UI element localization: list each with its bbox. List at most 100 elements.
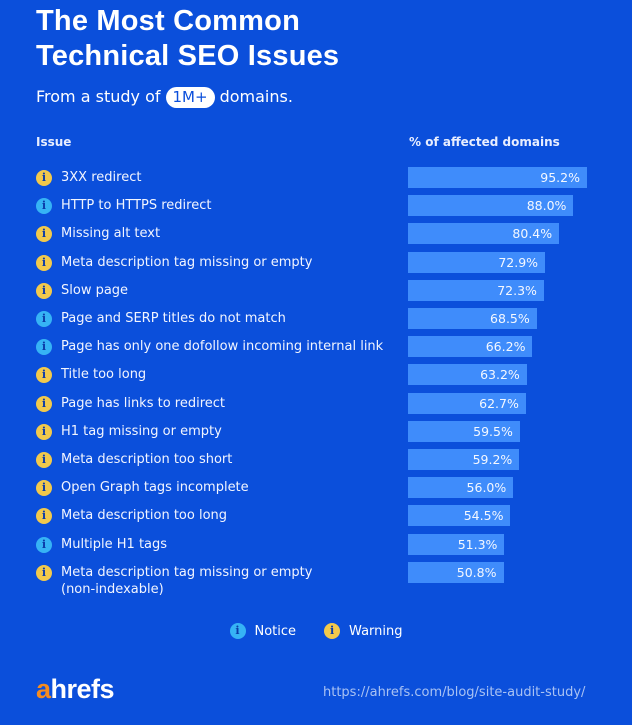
legend-label: Notice xyxy=(254,623,297,639)
info-icon-notice: i xyxy=(36,198,52,215)
bar-value-label: 62.7% xyxy=(479,395,519,411)
issue-label: Page and SERP titles do not match xyxy=(61,310,286,327)
table-row: i Page has links to redirect 62.7% xyxy=(36,392,616,415)
bar: 62.7% xyxy=(408,392,526,414)
bar-value-label: 59.5% xyxy=(473,423,513,439)
issue-label: Page has links to redirect xyxy=(61,395,225,412)
bar: 59.5% xyxy=(408,420,520,442)
table-row: i Meta description tag missing or empty (n… xyxy=(36,561,616,597)
table-row: i Meta description too long 54.5% xyxy=(36,505,616,527)
issue-label-text: 3XX redirect xyxy=(61,170,142,185)
info-icon-warning: i xyxy=(36,395,52,412)
info-icon-warning: i xyxy=(36,282,52,299)
issue-label: Slow page xyxy=(61,282,128,299)
bar: 59.2% xyxy=(408,449,520,470)
bar-value-label: 80.4% xyxy=(512,226,553,242)
bar: 56.0% xyxy=(408,477,514,499)
title-line-2: Technical SEO Issues xyxy=(36,40,340,72)
issue-label-text: Meta description tag missing or empty xyxy=(61,564,313,580)
issue-label: Missing alt text xyxy=(61,225,160,242)
chart-title: The Most Common Technical SEO Issues xyxy=(36,4,339,74)
table-row: i Page has only one dofollow incoming int… xyxy=(36,336,616,358)
subtitle: From a study of 1M+ domains. xyxy=(36,86,293,108)
column-header-percent: % of affected domains xyxy=(409,135,560,149)
info-icon-notice: i xyxy=(36,536,52,553)
bar: 50.8% xyxy=(408,561,504,583)
table-row: i Meta description tag missing or empty 72… xyxy=(36,251,616,274)
issue-label-text: Meta description too short xyxy=(61,452,233,467)
info-icon-notice: i xyxy=(229,623,246,639)
info-icon-warning: i xyxy=(36,170,52,186)
legend-item-notice: i Notice xyxy=(229,623,297,639)
table-row: i Meta description too short 59.2% xyxy=(36,449,616,471)
issue-label-text: Page has links to redirect xyxy=(61,395,226,411)
bar: 63.2% xyxy=(408,364,527,386)
issue-label-text: Multiple H1 tags xyxy=(61,536,168,552)
table-row: i 3XX redirect 95.2% xyxy=(36,167,616,189)
issue-label-text: Meta description tag missing or empty xyxy=(61,254,313,270)
info-icon-warning: i xyxy=(36,508,52,525)
bar: 72.3% xyxy=(408,279,544,301)
legend-label: Warning xyxy=(349,623,403,639)
table-row: i Multiple H1 tags 51.3% xyxy=(36,533,616,556)
subtitle-prefix: From a study of xyxy=(36,87,161,106)
info-icon-warning: i xyxy=(36,452,52,468)
ahrefs-logo: ahrefs xyxy=(36,674,115,705)
table-row: i H1 tag missing or empty 59.5% xyxy=(36,420,616,443)
issue-label-text: H1 tag missing or empty xyxy=(61,423,222,439)
issue-label: Meta description too long xyxy=(61,507,227,524)
subtitle-suffix: domains. xyxy=(219,87,293,106)
issue-label: HTTP to HTTPS redirect xyxy=(61,197,211,214)
table-row: i Missing alt text 80.4% xyxy=(36,223,616,245)
bar-value-label: 72.3% xyxy=(497,282,537,298)
issue-label: Meta description tag missing or empty xyxy=(61,254,312,271)
bar-value-label: 56.0% xyxy=(466,480,507,496)
issue-label-text: Open Graph tags incomplete xyxy=(61,480,249,496)
issue-label-text: Title too long xyxy=(61,367,147,383)
source-url: https://ahrefs.com/blog/site-audit-study… xyxy=(323,685,586,700)
issue-label: H1 tag missing or empty xyxy=(61,423,222,440)
issue-label: Multiple H1 tags xyxy=(61,536,167,553)
bar-value-label: 50.8% xyxy=(456,564,497,580)
issue-label: Meta description tag missing or empty (no… xyxy=(61,564,312,598)
bar: 95.2% xyxy=(408,167,587,188)
bar: 66.2% xyxy=(408,336,533,358)
bar: 68.5% xyxy=(408,308,537,329)
bar: 80.4% xyxy=(408,223,560,245)
issue-label: 3XX redirect xyxy=(61,169,141,186)
info-icon-warning: i xyxy=(36,480,52,497)
bar-value-label: 59.2% xyxy=(472,452,513,467)
bar: 72.9% xyxy=(408,251,546,273)
legend-item-warning: i Warning xyxy=(324,623,403,639)
logo-accent-letter: a xyxy=(36,674,51,704)
bar-value-label: 54.5% xyxy=(463,508,504,524)
logo-text: hrefs xyxy=(50,674,115,704)
info-icon-notice: i xyxy=(36,311,52,327)
bar-value-label: 95.2% xyxy=(540,170,580,185)
info-icon-warning: i xyxy=(36,564,52,581)
bar-value-label: 66.2% xyxy=(485,339,526,355)
bar: 54.5% xyxy=(408,505,511,527)
info-icon-warning: i xyxy=(36,226,52,243)
issue-label: Title too long xyxy=(61,366,146,383)
issue-label: Meta description too short xyxy=(61,451,232,468)
bar-value-label: 72.9% xyxy=(498,254,539,270)
issue-label-text: Page and SERP titles do not match xyxy=(61,311,286,326)
legend: i Notice i Warning xyxy=(0,623,632,639)
table-row: i Open Graph tags incomplete 56.0% xyxy=(36,477,616,499)
issue-label-text: HTTP to HTTPS redirect xyxy=(61,198,212,214)
bar-value-label: 88.0% xyxy=(526,198,567,214)
info-icon-warning: i xyxy=(36,423,52,440)
issue-label-text: Meta description too long xyxy=(61,508,228,524)
table-row: i Title too long 63.2% xyxy=(36,364,616,386)
highlight-pill: 1M+ xyxy=(165,86,215,108)
issue-label: Page has only one dofollow incoming inte… xyxy=(61,338,383,355)
table-row: i Slow page 72.3% xyxy=(36,279,616,302)
title-line-1: The Most Common xyxy=(36,5,300,37)
info-icon-warning: i xyxy=(36,254,52,271)
issue-label-text: Page has only one dofollow incoming inte… xyxy=(61,339,384,355)
info-icon-warning: i xyxy=(324,623,341,639)
issue-label-text-line2: (non-indexable) xyxy=(61,581,164,597)
issue-label: Open Graph tags incomplete xyxy=(61,479,249,496)
bar-value-label: 51.3% xyxy=(457,536,498,552)
